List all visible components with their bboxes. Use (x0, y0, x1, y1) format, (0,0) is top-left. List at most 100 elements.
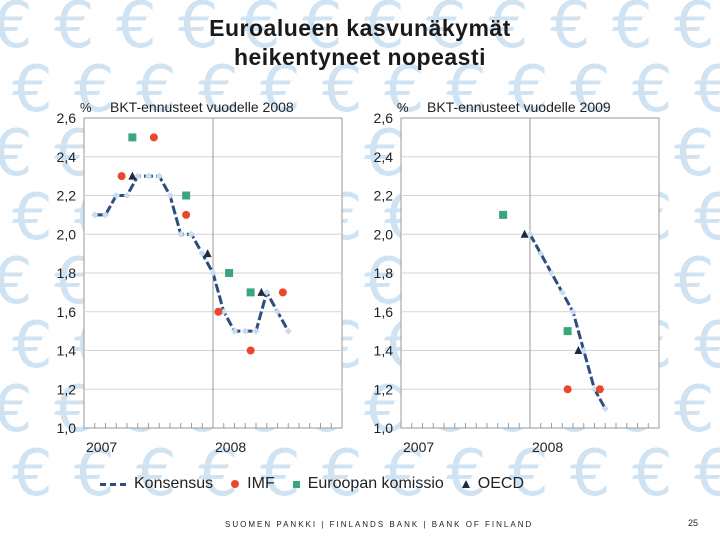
euro-glyph: € (302, 0, 343, 63)
konsensus-point (166, 191, 174, 200)
konsensus-point (209, 269, 217, 277)
legend-label-oecd: OECD (477, 475, 525, 492)
euro-glyph: € (322, 53, 363, 127)
imf-point (595, 385, 604, 394)
euro-glyph: € (550, 0, 591, 63)
euro-glyph: € (612, 0, 653, 63)
konsensus-point (177, 230, 185, 238)
euro-glyph: € (0, 117, 33, 191)
euro-glyph: € (12, 181, 53, 255)
page-number: 25 (688, 518, 699, 528)
konsensus-point (590, 385, 599, 393)
euro-glyph: € (508, 437, 549, 511)
y-tick-label: 1,2 (374, 381, 394, 397)
konsensus-point (569, 308, 577, 316)
green-square-icon (292, 480, 300, 488)
red-dot-icon (231, 480, 240, 488)
konsensus-line (528, 233, 607, 410)
euro-glyph: € (240, 0, 281, 63)
y-tick-label: 2,0 (57, 226, 77, 242)
konsensus-point (220, 308, 228, 316)
oecd-point (574, 346, 583, 354)
x-tick-label: 2008 (532, 439, 563, 455)
euro-glyph: € (12, 437, 53, 511)
euro-glyph: € (364, 0, 405, 63)
euro-glyph: € (136, 437, 177, 511)
oecd-point (257, 287, 266, 296)
y-axis-unit: % (80, 100, 92, 115)
y-tick-label: 1,2 (57, 381, 77, 397)
imf-point (246, 346, 255, 355)
y-tick-label: 1,4 (374, 343, 394, 359)
footer-band (0, 500, 720, 540)
euro-glyph: € (674, 373, 715, 447)
euro-glyph: € (116, 0, 157, 63)
ec-point (499, 210, 508, 219)
euro-glyph: € (260, 53, 301, 127)
y-axis-unit: % (397, 100, 409, 115)
y-tick-label: 1,0 (374, 420, 394, 436)
euro-glyph: € (198, 53, 239, 127)
euro-glyph: € (74, 53, 115, 127)
chart-panel-2: 1,0 1,2 1,4 1,6 1,8 2,0 2,2 2,4 2,6 2007 2008% BKT-… (374, 99, 660, 455)
ec-point (128, 133, 137, 142)
konsensus-point (230, 327, 239, 335)
y-tick-label: 2,4 (57, 149, 77, 165)
chart-title: BKT-ennusteet vuodelle 2009 (427, 99, 611, 115)
euro-glyph: € (12, 53, 53, 127)
y-tick-label: 1,8 (57, 265, 77, 281)
y-tick-label: 2,6 (57, 110, 77, 126)
y-tick-label: 2,4 (374, 149, 394, 165)
legend-item-konsensus: Konsensus (100, 475, 213, 493)
legend-item-ec: Euroopan komissio (292, 475, 444, 493)
imf-point (278, 288, 287, 297)
euro-glyph: € (178, 0, 219, 63)
y-tick-label: 1,6 (374, 304, 394, 320)
oecd-point (128, 171, 137, 180)
oecd-point (203, 249, 212, 258)
konsensus-point (547, 269, 556, 277)
euro-glyph: € (136, 53, 177, 127)
euro-glyph: € (426, 0, 467, 63)
imf-point (563, 385, 572, 394)
konsensus-point (580, 346, 588, 355)
chart-title: BKT-ennusteet vuodelle 2008 (110, 99, 294, 115)
euro-glyph: € (0, 245, 33, 319)
konsensus-point (112, 191, 120, 200)
konsensus-point (155, 172, 163, 180)
y-tick-label: 1,0 (57, 420, 77, 436)
dashed-line-icon (100, 482, 126, 486)
euro-glyph: € (488, 0, 529, 63)
triangle-icon (461, 480, 470, 488)
legend-label-imf: IMF (247, 475, 275, 492)
y-tick-label: 2,0 (374, 226, 394, 242)
euro-glyph: € (384, 437, 425, 511)
konsensus-point (558, 288, 566, 296)
euro-glyph: € (260, 437, 301, 511)
euro-glyph: € (198, 437, 239, 511)
ec-point (225, 269, 234, 277)
euro-glyph: € (446, 53, 487, 127)
y-tick-label: 2,6 (374, 110, 394, 126)
y-tick-label: 1,6 (57, 304, 77, 320)
konsensus-point (123, 191, 131, 200)
imf-point (182, 210, 191, 219)
imf-point (214, 307, 223, 316)
ec-point (563, 327, 572, 336)
euro-glyph: € (674, 117, 715, 191)
konsensus-point (601, 405, 609, 413)
konsensus-point (101, 211, 110, 219)
euro-glyph: € (54, 0, 95, 63)
y-tick-label: 1,4 (57, 343, 77, 359)
konsensus-point (537, 250, 545, 258)
y-tick-label: 2,2 (57, 188, 77, 204)
legend-item-oecd: OECD (461, 475, 525, 493)
slide-title-line-2: heikentyneet nopeasti (233, 44, 487, 70)
euro-glyph: € (364, 373, 405, 447)
konsensus-point (187, 230, 196, 238)
euro-glyph: € (632, 437, 673, 511)
y-tick-label: 1,8 (374, 265, 394, 281)
euro-glyph: € (570, 437, 611, 511)
